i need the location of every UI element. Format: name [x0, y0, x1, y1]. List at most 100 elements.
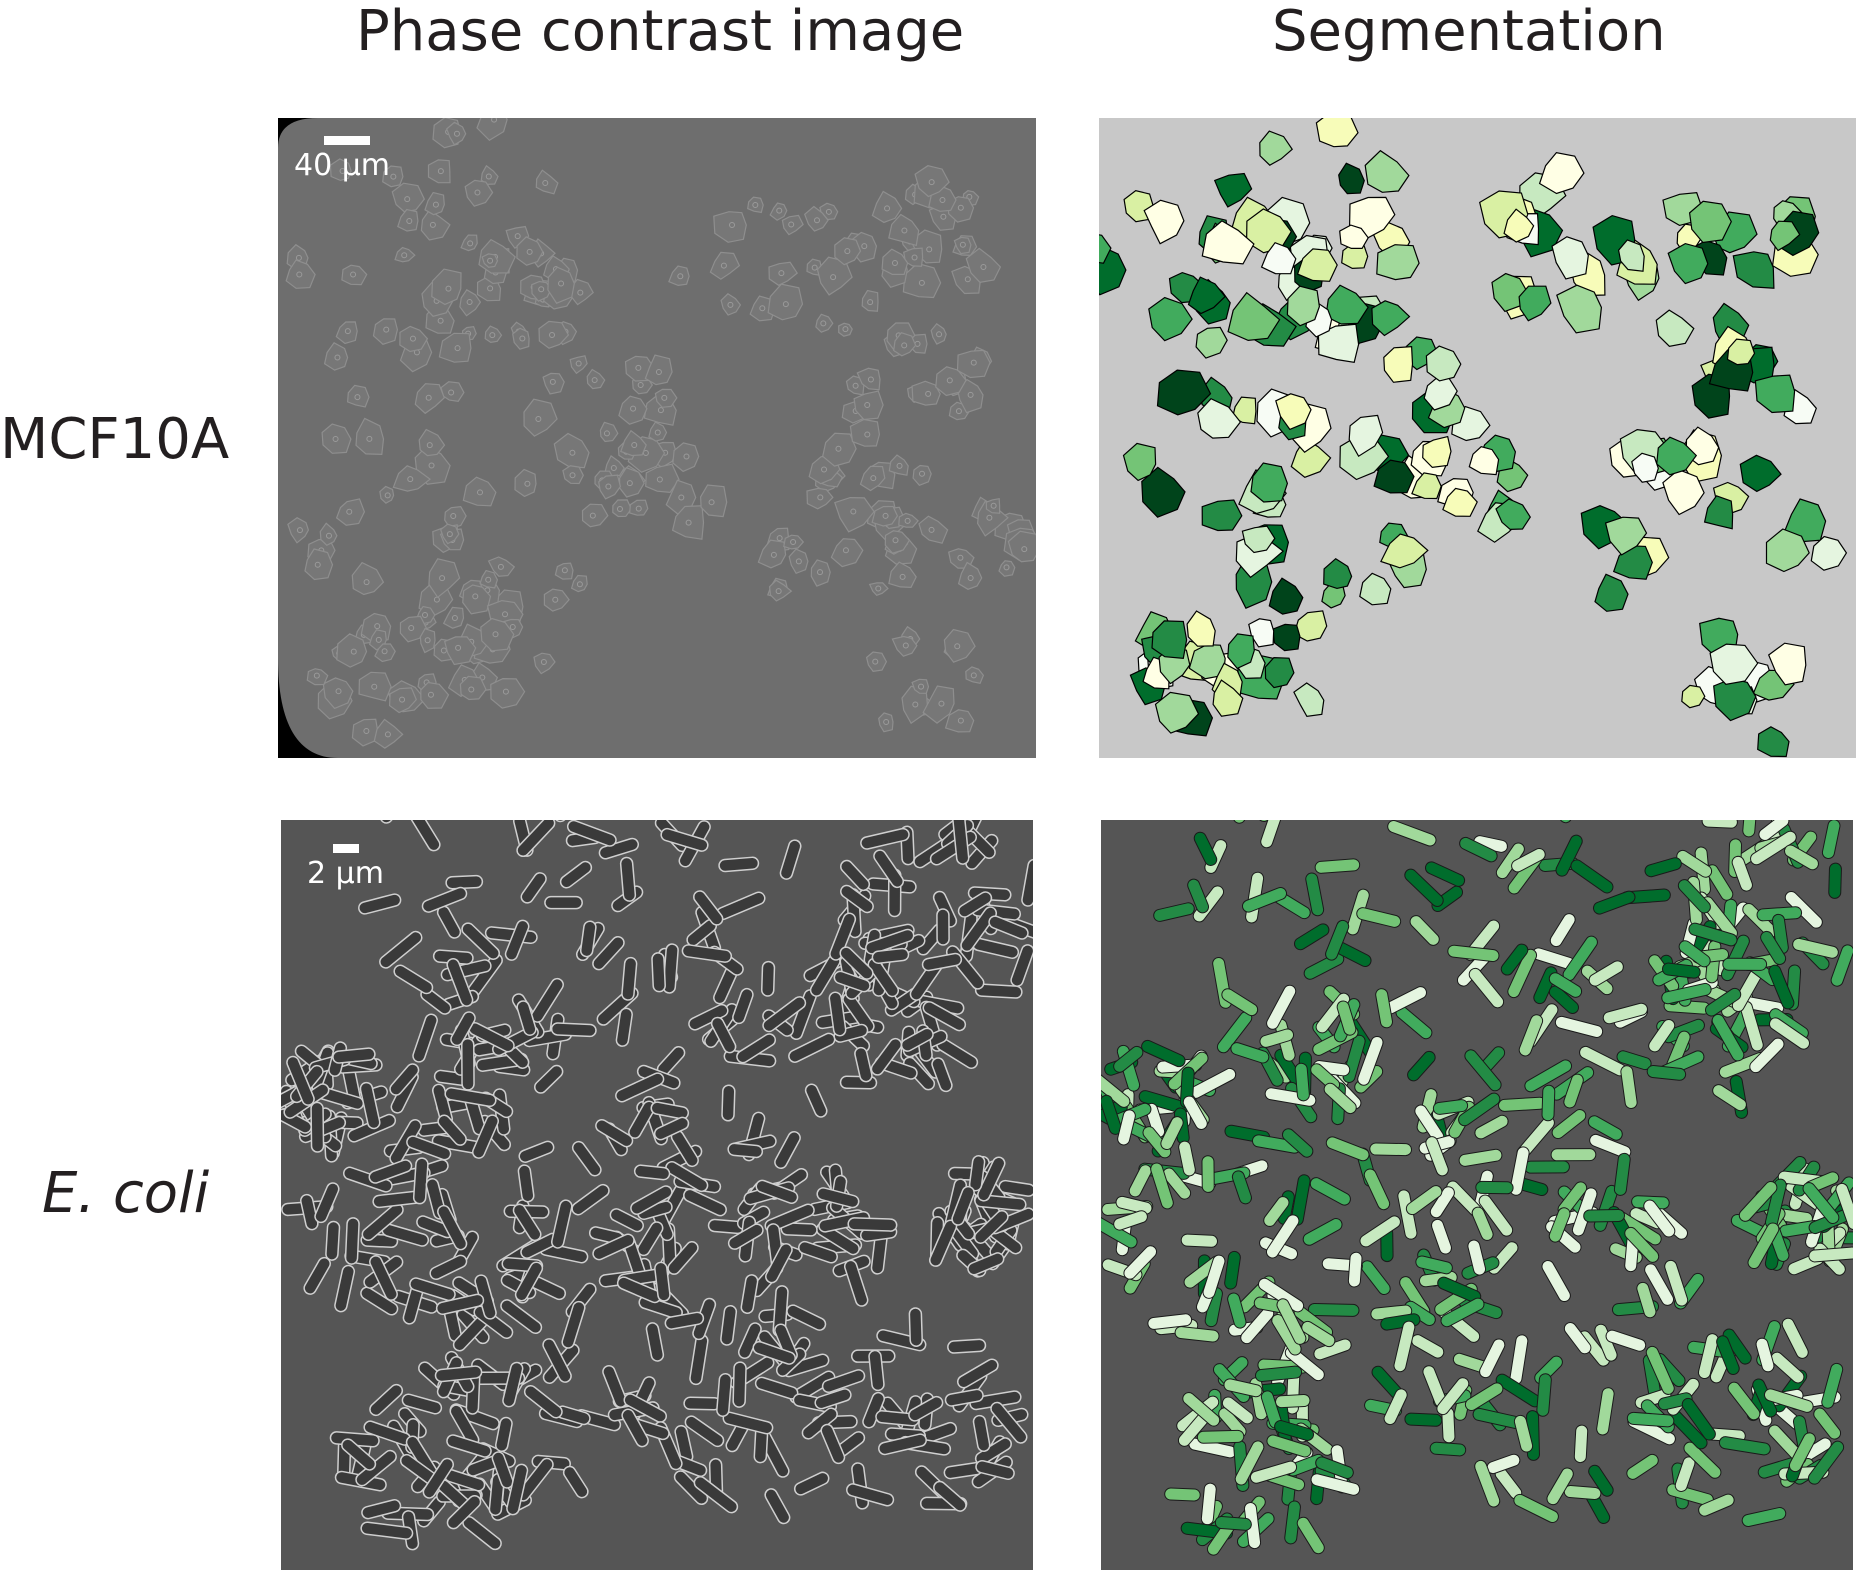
cell: [397, 208, 419, 232]
segmented-cell: [1754, 374, 1796, 414]
nucleus: [661, 394, 668, 401]
nucleus: [912, 701, 919, 708]
nucleus: [549, 331, 556, 338]
bacterium: [303, 1256, 331, 1295]
segmented-bacterium: [1325, 919, 1350, 961]
bacterium: [765, 1243, 793, 1284]
cell: [815, 313, 834, 333]
segmented-bacterium: [1596, 1387, 1615, 1436]
bacterium: [990, 1401, 1028, 1444]
nucleus: [830, 274, 837, 281]
cell: [810, 559, 831, 587]
segmented-bacterium: [1536, 1373, 1552, 1417]
cell: [1007, 530, 1036, 563]
nucleus: [926, 246, 933, 253]
bacterium: [840, 884, 874, 914]
segmented-cell: [1765, 528, 1810, 573]
bacterium: [755, 1179, 799, 1204]
nucleus: [296, 271, 303, 278]
cell: [888, 213, 920, 247]
cell: [480, 617, 515, 652]
segmented-bacterium: [1698, 1493, 1735, 1517]
segmented-cell: [1248, 618, 1275, 648]
segmented-cell: [1383, 345, 1414, 383]
bacterium: [645, 1322, 665, 1362]
cell: [888, 454, 909, 476]
nucleus: [610, 465, 617, 472]
segmented-bacterium: [1202, 1254, 1226, 1299]
bacterium: [764, 1488, 791, 1525]
segmented-bacterium: [1231, 1170, 1252, 1205]
segmented-cell: [1259, 130, 1293, 166]
segmented-bacterium: [1141, 1039, 1186, 1068]
nucleus: [867, 376, 874, 383]
cell: [373, 718, 404, 749]
segmented-bacterium: [1464, 1382, 1504, 1412]
segmented-bacterium: [1404, 868, 1444, 907]
cell: [757, 539, 787, 569]
segmented-cell: [1154, 691, 1200, 734]
bacterium: [368, 1159, 413, 1184]
segmented-bacterium: [1760, 930, 1787, 965]
cell: [335, 321, 358, 345]
segmented-bacterium: [1716, 1335, 1740, 1375]
bacterium: [412, 1157, 429, 1205]
nucleus: [424, 637, 431, 644]
mcf10a-phase-canvas: [278, 118, 1036, 758]
segmented-bacterium: [1249, 1460, 1298, 1484]
segmented-bacterium: [1657, 1392, 1693, 1411]
cell: [346, 384, 370, 408]
nucleus: [455, 644, 462, 651]
segmented-bacterium: [1407, 1050, 1436, 1082]
nucleus: [925, 390, 932, 397]
nucleus: [842, 326, 849, 333]
segmented-bacterium: [1555, 834, 1583, 877]
nucleus: [752, 201, 759, 208]
bacterium: [461, 1037, 475, 1091]
ecoli-phase-image: 2 µm: [281, 820, 1033, 1570]
bacterium: [437, 1204, 468, 1251]
nucleus: [485, 576, 492, 583]
segmented-bacterium: [1425, 1136, 1449, 1177]
bacterium: [512, 1203, 542, 1242]
nucleus: [811, 264, 818, 271]
nucleus: [445, 285, 452, 292]
cell: [747, 196, 764, 214]
segmented-bacterium: [1263, 1196, 1290, 1227]
segmented-bacterium: [1201, 1155, 1215, 1193]
segmented-bacterium: [1500, 943, 1529, 976]
nucleus: [502, 611, 509, 618]
nucleus: [576, 581, 583, 588]
bacterium: [720, 1304, 738, 1346]
bacterium: [973, 1210, 1009, 1244]
bacterium: [630, 1185, 673, 1215]
nucleus: [776, 207, 783, 214]
nucleus: [1021, 546, 1028, 553]
bacterium: [727, 1142, 764, 1159]
bacterium: [502, 1361, 524, 1408]
segmented-cell: [1594, 573, 1629, 612]
cell: [538, 320, 570, 349]
segmented-cell: [1201, 499, 1243, 532]
segmented-bacterium: [1613, 1152, 1631, 1196]
cell: [768, 579, 793, 602]
bacterium: [446, 1434, 492, 1458]
nucleus: [497, 563, 504, 570]
segmented-bacterium: [1182, 1392, 1221, 1427]
nucleus: [631, 442, 638, 449]
cell: [998, 560, 1016, 577]
segmented-bacterium: [1193, 831, 1218, 866]
nucleus: [901, 342, 908, 349]
nucleus: [918, 470, 925, 477]
segmented-bacterium: [1644, 857, 1682, 878]
bacterium: [956, 1358, 999, 1389]
bacterium: [358, 893, 402, 915]
cell: [321, 423, 352, 454]
nucleus: [891, 259, 898, 266]
bacterium: [435, 1293, 485, 1316]
segmented-bacterium: [1310, 1473, 1361, 1496]
bacterium: [592, 1233, 635, 1261]
segmented-bacterium: [1405, 1185, 1443, 1216]
segmented-cell: [1275, 393, 1312, 431]
segmented-cell: [1317, 323, 1360, 363]
